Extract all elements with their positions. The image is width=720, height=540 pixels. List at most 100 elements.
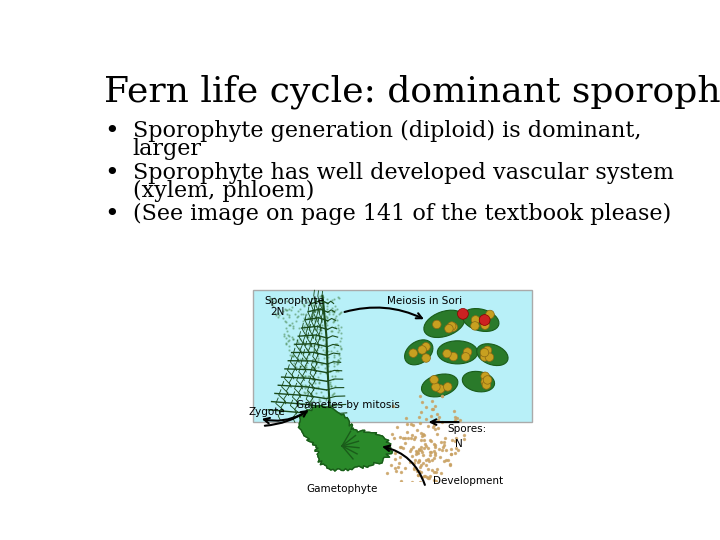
Point [420,403,431,411]
Point [310,316,321,325]
Point [420,415,431,423]
Point [449,415,461,424]
Point [324,377,336,386]
Point [287,334,299,343]
Point [333,328,344,336]
Point [406,477,418,486]
Point [395,443,407,451]
Point [437,442,449,451]
Circle shape [481,377,490,386]
Point [307,364,319,373]
Point [400,414,411,423]
Circle shape [481,372,490,381]
Point [282,309,293,318]
Circle shape [422,354,431,362]
Point [313,397,325,406]
Text: Development: Development [433,476,503,486]
Point [297,381,308,390]
Point [301,340,312,348]
Point [414,419,426,428]
Point [391,423,402,431]
Point [320,368,332,377]
Point [288,322,300,330]
FancyBboxPatch shape [253,289,532,422]
Point [312,355,324,364]
Text: •: • [104,162,119,185]
Point [454,415,466,424]
Point [302,333,314,342]
Point [270,308,282,317]
Point [431,409,442,418]
Ellipse shape [424,310,465,338]
Point [406,514,418,522]
Point [299,372,310,380]
Point [284,320,295,329]
Point [271,298,282,307]
Circle shape [430,375,438,384]
Text: Meiosis in Sori: Meiosis in Sori [387,296,462,306]
Point [315,326,326,335]
Point [434,453,446,462]
Point [459,435,470,443]
Point [441,446,452,455]
Circle shape [486,310,494,319]
Point [315,360,327,369]
Point [304,348,315,357]
Point [305,389,317,398]
Point [418,443,430,452]
Point [417,431,428,440]
Text: Sporophyte: Sporophyte [264,296,325,306]
Point [402,434,413,443]
Point [334,337,346,346]
Point [303,313,315,322]
Point [428,421,440,429]
Circle shape [483,376,492,384]
Point [413,457,425,465]
Point [336,329,347,338]
Point [305,406,317,414]
Point [423,474,435,482]
Point [313,321,325,329]
Point [315,406,327,414]
Point [300,384,311,393]
Point [420,461,431,469]
Text: (See image on page 141 of the textbook please): (See image on page 141 of the textbook p… [132,204,671,226]
Point [418,471,430,480]
Point [332,321,343,330]
Point [301,383,312,391]
Point [280,334,292,342]
Point [325,327,337,335]
Point [301,362,312,371]
Point [418,450,429,459]
Point [300,310,311,319]
Point [329,339,341,348]
Point [395,468,407,477]
Point [333,357,345,366]
Point [302,298,313,306]
Point [402,427,413,436]
Point [307,410,319,418]
Point [309,364,320,373]
Point [312,354,324,362]
Point [313,306,325,314]
Point [333,367,344,375]
Point [309,344,320,353]
Point [320,350,331,359]
Point [445,449,456,458]
Point [323,361,334,370]
Point [308,302,320,310]
Point [318,392,329,401]
Point [297,317,309,326]
Point [424,436,436,444]
Point [282,306,293,314]
Point [425,448,436,456]
Point [329,322,341,331]
Circle shape [445,325,453,333]
Point [327,295,338,304]
Point [427,422,438,431]
Circle shape [444,383,452,391]
Point [307,375,318,384]
Point [320,346,332,354]
Circle shape [483,346,492,355]
Point [392,463,403,472]
